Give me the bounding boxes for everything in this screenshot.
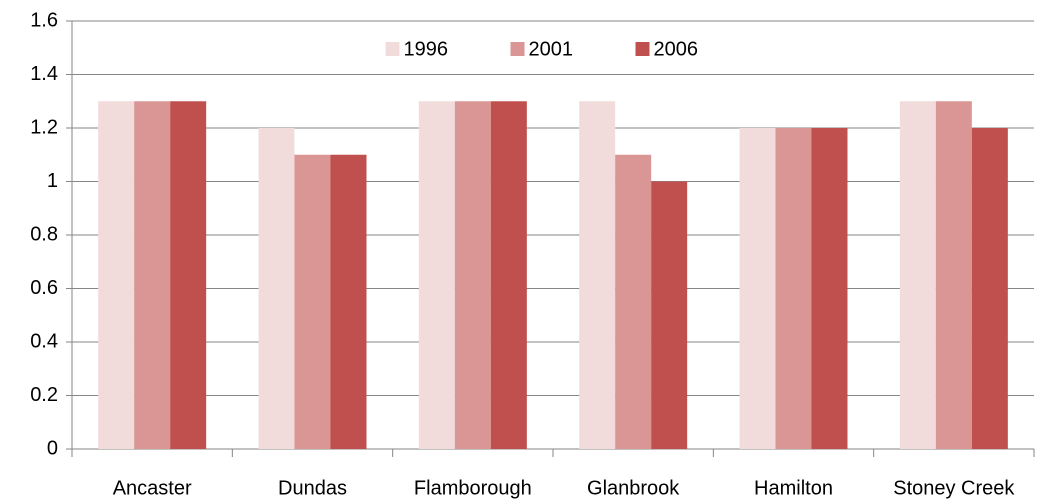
- bar: [294, 154, 331, 449]
- legend-swatch: [385, 42, 400, 56]
- x-tick-label: Ancaster: [113, 477, 192, 499]
- bar: [258, 128, 295, 449]
- x-tick-label: Glanbrook: [587, 477, 680, 499]
- bar: [651, 181, 688, 449]
- y-tick-label: 1.2: [30, 116, 58, 138]
- y-tick-label: 0.4: [30, 330, 58, 352]
- bar: [811, 128, 848, 449]
- bar: [579, 101, 616, 449]
- bar: [899, 101, 936, 449]
- bar: [775, 128, 812, 449]
- bar: [490, 101, 527, 449]
- bar: [935, 101, 972, 449]
- bar: [971, 128, 1008, 449]
- x-tick-label: Dundas: [278, 477, 347, 499]
- bar: [330, 154, 367, 449]
- bar: [739, 128, 776, 449]
- y-tick-label: 0: [47, 437, 58, 459]
- y-tick-label: 0.8: [30, 223, 58, 245]
- legend-swatch: [635, 42, 650, 56]
- y-tick-label: 1.6: [30, 9, 58, 31]
- bar: [418, 101, 455, 449]
- legend-label: 2006: [654, 38, 699, 60]
- y-tick-label: 0.6: [30, 277, 58, 299]
- x-tick-label: Hamilton: [754, 477, 833, 499]
- x-tick-label: Stoney Creek: [893, 477, 1015, 499]
- bar: [615, 154, 652, 449]
- y-tick-label: 1.4: [30, 63, 58, 85]
- legend-swatch: [510, 42, 525, 56]
- legend-label: 2001: [529, 38, 574, 60]
- y-tick-label: 0.2: [30, 384, 58, 406]
- bar: [98, 101, 135, 449]
- bar: [134, 101, 171, 449]
- y-tick-label: 1: [47, 170, 58, 192]
- legend-label: 1996: [404, 38, 449, 60]
- x-tick-label: Flamborough: [414, 477, 532, 499]
- bar: [170, 101, 207, 449]
- bar: [454, 101, 491, 449]
